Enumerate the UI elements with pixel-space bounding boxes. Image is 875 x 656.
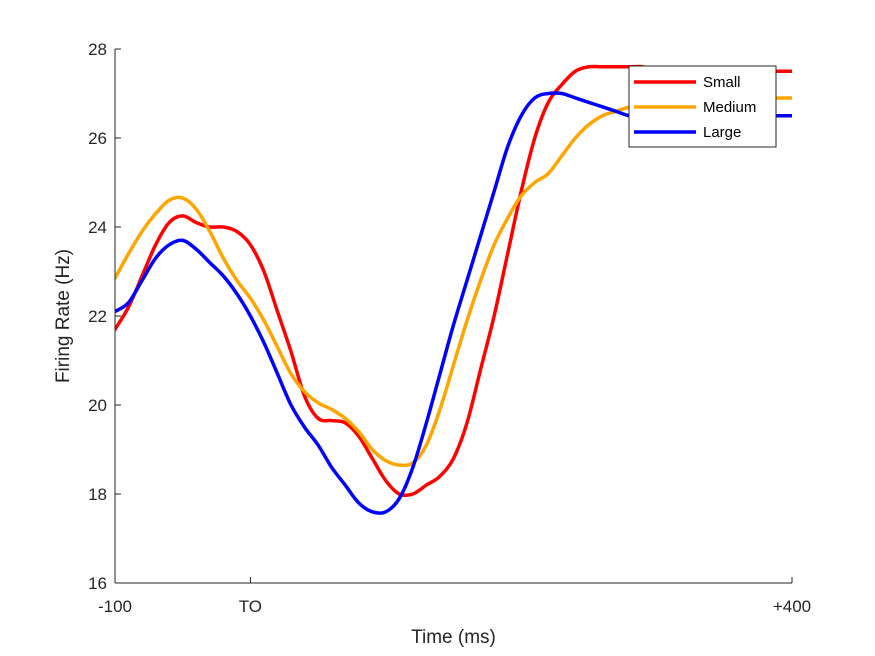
legend-label-large: Large [703, 124, 741, 141]
y-tick-label: 18 [88, 485, 107, 504]
axes-layer: 16 18 20 22 24 26 28 -100 TO +400 Time (ms) Firing … [53, 40, 811, 648]
y-tick-label: 26 [88, 129, 107, 148]
y-tick-label: 24 [88, 218, 107, 237]
y-tick-label: 20 [88, 396, 107, 415]
y-axis-label: Firing Rate (Hz) [53, 249, 74, 383]
x-tick-label: +400 [773, 597, 811, 616]
y-tick-label: 28 [88, 40, 107, 59]
y-tick-label: 22 [88, 307, 107, 326]
x-axis-label: Time (ms) [411, 627, 496, 648]
x-tick-label: TO [239, 597, 262, 616]
y-tick-label: 16 [88, 574, 107, 593]
x-tick-label: -100 [98, 597, 132, 616]
legend: Small Medium Large [628, 65, 777, 148]
legend-label-small: Small [703, 74, 741, 91]
legend-label-medium: Medium [703, 99, 756, 116]
